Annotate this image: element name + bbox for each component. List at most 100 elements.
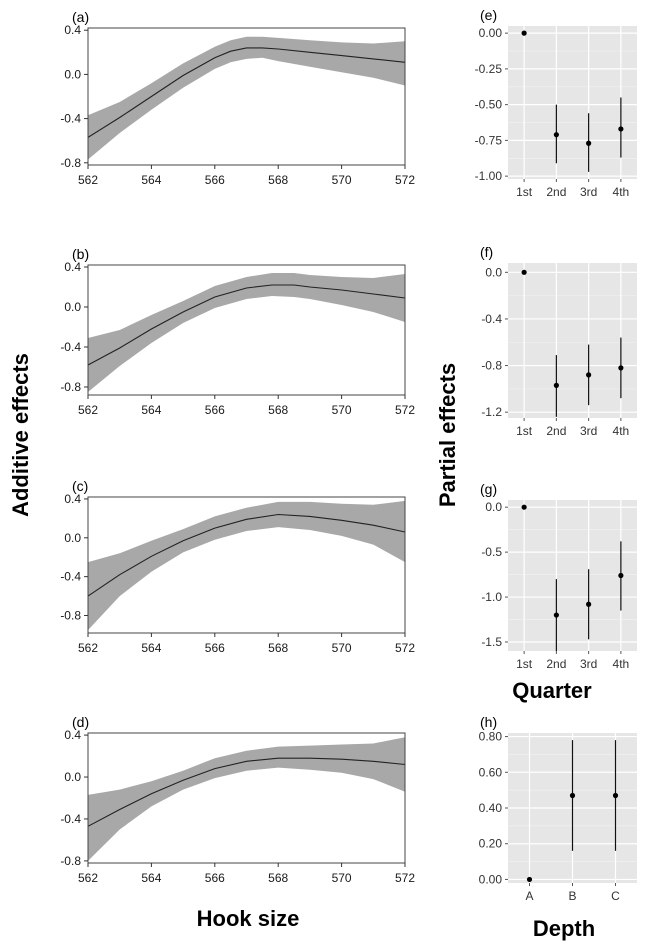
y-tick-label: 0.40 (479, 801, 503, 815)
panel-label: (h) (480, 714, 497, 730)
x-tick-label: C (611, 889, 620, 903)
y-tick-label: -1.5 (481, 635, 502, 649)
y-tick-label: -0.8 (481, 359, 502, 373)
right-y-axis-label: Partial effects (435, 363, 460, 507)
panel-label: (f) (480, 244, 493, 260)
effects-panel-4: (e) 0.00 -0.25 -0.50 -0.75 -1.00 1st 2nd 3rd 4th (475, 7, 637, 199)
estimate-point (553, 382, 559, 388)
x-tick-label: 572 (395, 173, 415, 187)
x-tick-label: 568 (268, 403, 288, 417)
estimate-point (618, 126, 624, 132)
smooth-line (87, 513, 406, 597)
left-x-axis-label: Hook size (197, 906, 300, 931)
x-tick-label: 2nd (546, 424, 566, 438)
y-tick-label: -1.0 (481, 590, 502, 604)
left-y-axis-label: Additive effects (8, 353, 33, 517)
confidence-band (88, 36, 405, 160)
y-tick-label: -0.75 (475, 133, 503, 147)
smooth-panel-1: (b) -0.8 -0.4 0.0 0.4 562 564 566 568 570 572 (60, 246, 415, 417)
y-tick-label: -1.00 (475, 169, 503, 183)
x-tick-label: 566 (205, 871, 225, 885)
plot-background (508, 500, 637, 651)
smooth-line (87, 757, 406, 827)
effects-panel-7: (h) 0.00 0.20 0.40 0.60 0.80 A B C (479, 714, 637, 903)
x-tick-label: 564 (141, 173, 161, 187)
y-tick-label: -0.8 (60, 854, 81, 868)
panel-label: (b) (72, 246, 89, 262)
x-tick-label: 566 (205, 641, 225, 655)
x-tick-label: 4th (613, 424, 630, 438)
y-tick-label: -0.25 (475, 62, 503, 76)
estimate-point (526, 876, 533, 883)
y-tick-label: -0.5 (481, 545, 502, 559)
quarter-x-axis-label: Quarter (512, 678, 592, 703)
y-tick-label: 0.60 (479, 765, 503, 779)
y-tick-label: 0.0 (64, 300, 81, 314)
estimate-point (569, 792, 576, 799)
plot-frame (87, 732, 406, 864)
y-tick-label: -0.4 (60, 112, 81, 126)
x-tick-label: 568 (268, 173, 288, 187)
estimate-point (553, 612, 559, 618)
y-tick-label: 0.4 (64, 728, 81, 742)
x-tick-label: 2nd (546, 185, 566, 199)
x-tick-label: 3rd (580, 424, 597, 438)
y-tick-label: 0.0 (64, 67, 81, 81)
x-tick-label: 566 (205, 173, 225, 187)
x-tick-label: 568 (268, 641, 288, 655)
x-tick-label: 572 (395, 403, 415, 417)
estimate-point (586, 372, 592, 378)
estimate-point (521, 504, 527, 510)
y-tick-label: -0.4 (60, 812, 81, 826)
panel-label: (c) (72, 478, 88, 494)
plot-background (508, 26, 637, 179)
estimate-point (586, 601, 592, 607)
x-tick-label: 562 (78, 641, 98, 655)
x-tick-label: 4th (613, 657, 630, 671)
y-tick-label: -0.4 (60, 340, 81, 354)
y-tick-label: -0.8 (60, 609, 81, 623)
x-tick-label: 4th (613, 185, 630, 199)
x-tick-label: 572 (395, 871, 415, 885)
x-tick-label: 1st (516, 657, 533, 671)
y-tick-label: 0.0 (485, 500, 502, 514)
y-tick-label: 0.0 (485, 265, 502, 279)
x-tick-label: 564 (141, 641, 161, 655)
x-tick-label: 572 (395, 641, 415, 655)
x-tick-label: 562 (78, 871, 98, 885)
y-tick-label: -0.4 (60, 570, 81, 584)
panel-label: (g) (480, 481, 497, 497)
estimate-point (612, 792, 619, 799)
x-tick-label: 562 (78, 173, 98, 187)
estimate-point (618, 572, 624, 579)
x-tick-label: 568 (268, 871, 288, 885)
smooth-panel-2: (c) -0.8 -0.4 0.0 0.4 562 564 566 568 570 572 (60, 478, 415, 655)
smooth-panel-0: (a) -0.8 -0.4 0.0 0.4 562 564 566 568 570 572 (60, 9, 415, 187)
estimate-point (521, 269, 527, 275)
plot-frame (87, 264, 406, 396)
y-tick-label: 0.0 (64, 770, 81, 784)
estimate-point (521, 30, 527, 36)
x-tick-label: 570 (332, 641, 352, 655)
estimate-point (553, 132, 559, 138)
x-tick-label: 3rd (580, 185, 597, 199)
effects-panel-5: (f) 0.0 -0.4 -0.8 -1.2 1st 2nd 3rd 4th (480, 244, 637, 438)
y-tick-label: -0.8 (60, 380, 81, 394)
x-tick-label: 3rd (580, 657, 597, 671)
y-tick-label: 0.0 (64, 531, 81, 545)
estimate-point (618, 365, 624, 371)
confidence-band (88, 273, 405, 392)
x-tick-label: 566 (205, 403, 225, 417)
y-tick-label: 0.00 (479, 26, 503, 40)
smooth-panel-3: (d) -0.8 -0.4 0.0 0.4 562 564 566 568 570 572 (60, 714, 415, 885)
y-tick-label: 0.80 (479, 730, 503, 744)
depth-x-axis-label: Depth (533, 916, 595, 941)
x-tick-label: 562 (78, 403, 98, 417)
x-tick-label: 570 (332, 871, 352, 885)
panel-label: (d) (72, 714, 89, 730)
y-tick-label: 0.4 (64, 260, 81, 274)
x-tick-label: 1st (516, 424, 533, 438)
y-tick-label: -1.2 (481, 405, 502, 419)
effects-panel-6: (g) 0.0 -0.5 -1.0 -1.5 1st 2nd 3rd 4th (480, 481, 637, 671)
